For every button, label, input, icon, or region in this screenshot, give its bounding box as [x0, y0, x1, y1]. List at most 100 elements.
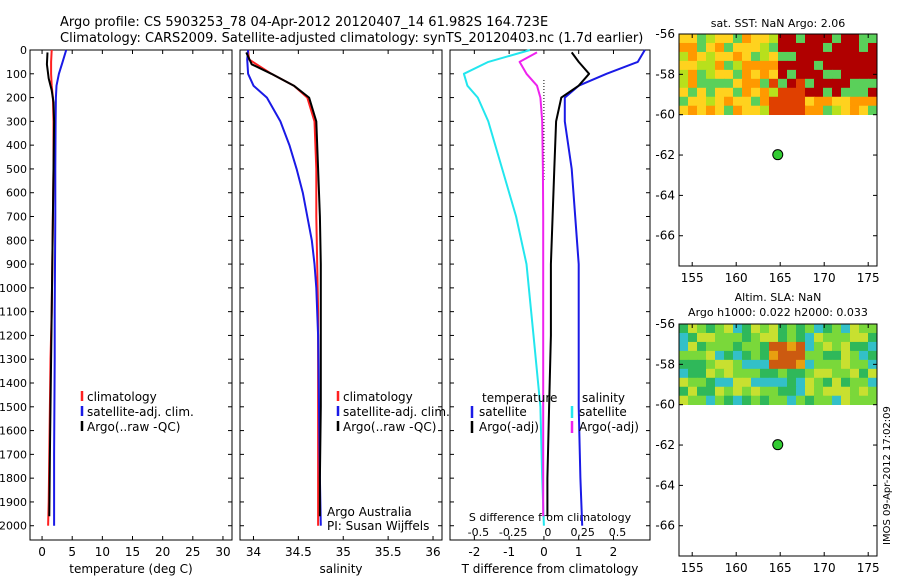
heatmap-cell — [796, 96, 806, 107]
heatmap-cell — [688, 42, 698, 53]
heatmap-cell — [805, 51, 815, 62]
heatmap-cell — [805, 42, 815, 53]
heatmap-cell — [742, 69, 752, 80]
heatmap-cell — [850, 60, 860, 71]
heatmap-cell — [778, 368, 788, 379]
heatmap-cell — [697, 96, 707, 107]
heatmap-cell — [706, 368, 716, 379]
heatmap-cell — [796, 60, 806, 71]
heatmap-cell — [724, 42, 734, 53]
heatmap-cell — [841, 60, 851, 71]
legend-header: salinity — [582, 391, 625, 405]
heatmap-cell — [787, 42, 797, 53]
legend-label: Argo(-adj) — [479, 420, 539, 434]
heatmap-cell — [742, 395, 752, 405]
heatmap-cell — [859, 69, 869, 80]
heatmap-cell — [715, 105, 725, 115]
heatmap-cell — [697, 368, 707, 379]
heatmap-cell — [706, 51, 716, 62]
heatmap-cell — [769, 87, 779, 98]
heatmap-cell — [697, 341, 707, 352]
y-tick-label: 500 — [6, 163, 27, 176]
heatmap-cell — [724, 395, 734, 405]
heatmap-cell — [688, 96, 698, 107]
heatmap-cell — [805, 96, 815, 107]
x-tick-label: -1 — [503, 545, 515, 559]
heatmap-cell — [715, 51, 725, 62]
heatmap-cell — [796, 34, 806, 44]
heatmap-cell — [706, 324, 716, 334]
series-line-magenta — [518, 51, 545, 517]
heatmap-cell — [859, 332, 869, 343]
heatmap-cell — [832, 105, 842, 115]
heatmap-cell — [769, 332, 779, 343]
heatmap-cell — [760, 87, 770, 98]
heatmap-cell — [805, 87, 815, 98]
heatmap-cell — [850, 51, 860, 62]
heatmap-cell — [769, 34, 779, 44]
heatmap-cell — [778, 87, 788, 98]
series-line-blue — [53, 49, 68, 526]
heatmap-cell — [742, 377, 752, 388]
x-tick-label: 34 — [246, 545, 261, 559]
legend-label: satellite-adj. clim. — [87, 405, 194, 419]
heatmap-cell — [724, 96, 734, 107]
heatmap-cell — [760, 324, 770, 334]
heatmap-cell — [841, 395, 851, 405]
heatmap-cell — [823, 395, 833, 405]
heatmap-cell — [868, 341, 877, 352]
heatmap-cell — [715, 359, 725, 370]
heatmap-cell — [814, 96, 824, 107]
heatmap-cell — [868, 78, 877, 89]
heatmap-cell — [859, 359, 869, 370]
heatmap-cell — [859, 34, 869, 44]
heatmap-cell — [751, 386, 761, 397]
heatmap-cell — [733, 332, 743, 343]
heatmap-cell — [859, 324, 869, 334]
heatmap-cell — [814, 34, 824, 44]
heatmap-cell — [697, 78, 707, 89]
heatmap-cell — [706, 105, 716, 115]
map-title: sat. SST: NaN Argo: 2.06 — [711, 17, 845, 30]
x-top-tick-label: -0.25 — [499, 526, 527, 539]
heatmap-cell — [715, 34, 725, 44]
heatmap-cell — [760, 69, 770, 80]
heatmap-cell — [823, 51, 833, 62]
heatmap-cell — [859, 350, 869, 361]
heatmap-cell — [832, 332, 842, 343]
map-y-tick-label: -56 — [655, 317, 675, 331]
map-x-tick-label: 170 — [813, 561, 836, 575]
heatmap-cell — [841, 96, 851, 107]
heatmap-cell — [769, 368, 779, 379]
heatmap-cell — [823, 34, 833, 44]
map-y-tick-label: -60 — [655, 398, 675, 412]
heatmap-cell — [868, 359, 877, 370]
heatmap-cell — [850, 78, 860, 89]
heatmap-cell — [841, 332, 851, 343]
heatmap-cell — [760, 332, 770, 343]
heatmap-cell — [742, 359, 752, 370]
heatmap-cell — [733, 96, 743, 107]
heatmap-cell — [697, 42, 707, 53]
heatmap-cell — [760, 395, 770, 405]
difference-panel: -2 -1 0 1 2 T difference from climatology -0.5… — [449, 49, 651, 576]
heatmap-cell — [868, 42, 877, 53]
heatmap-cell — [841, 386, 851, 397]
heatmap-cell — [751, 69, 761, 80]
heatmap-cell — [715, 96, 725, 107]
x-tick-label: 1 — [575, 545, 583, 559]
heatmap-cell — [805, 395, 815, 405]
heatmap-cell — [706, 87, 716, 98]
heatmap-cell — [679, 51, 689, 62]
heatmap-cell — [832, 87, 842, 98]
heatmap-cell — [679, 42, 689, 53]
heatmap-cell — [715, 332, 725, 343]
legend-label: climatology — [343, 390, 413, 404]
heatmap-cell — [760, 386, 770, 397]
map-x-tick-label: 160 — [725, 271, 748, 285]
heatmap-cell — [787, 60, 797, 71]
heatmap-cell — [751, 341, 761, 352]
heatmap-cell — [742, 324, 752, 334]
heatmap-cell — [751, 105, 761, 115]
heatmap-cell — [778, 359, 788, 370]
